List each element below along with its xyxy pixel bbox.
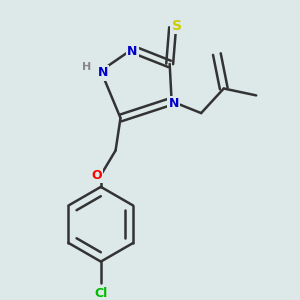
Text: N: N <box>127 45 137 58</box>
Text: O: O <box>92 169 102 182</box>
Text: S: S <box>172 19 182 33</box>
Text: Cl: Cl <box>94 286 107 300</box>
Text: N: N <box>168 97 179 110</box>
Text: H: H <box>82 62 92 72</box>
Text: N: N <box>98 66 108 79</box>
